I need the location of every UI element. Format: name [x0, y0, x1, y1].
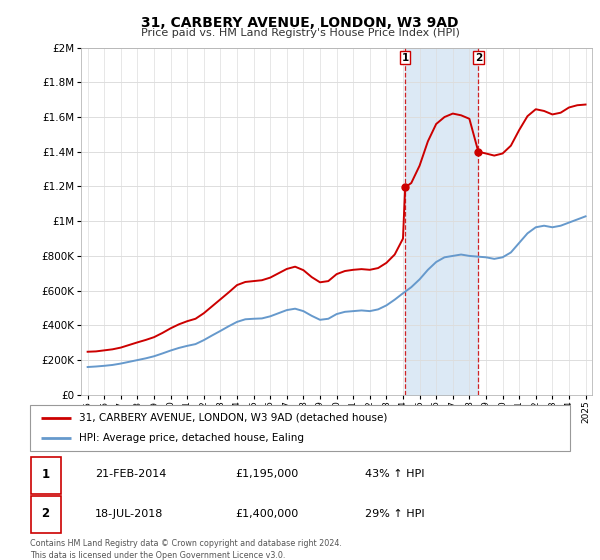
Text: 1: 1 [401, 53, 409, 63]
Bar [31, 496, 61, 533]
Text: 2: 2 [475, 53, 482, 63]
Text: 1: 1 [41, 468, 50, 481]
Text: Price paid vs. HM Land Registry's House Price Index (HPI): Price paid vs. HM Land Registry's House … [140, 28, 460, 38]
Text: 2: 2 [41, 507, 50, 520]
Text: Contains HM Land Registry data © Crown copyright and database right 2024.
This d: Contains HM Land Registry data © Crown c… [30, 539, 342, 559]
Text: £1,195,000: £1,195,000 [235, 469, 298, 479]
Bar [31, 457, 61, 493]
Text: 18-JUL-2018: 18-JUL-2018 [95, 508, 163, 519]
Text: 31, CARBERY AVENUE, LONDON, W3 9AD (detached house): 31, CARBERY AVENUE, LONDON, W3 9AD (deta… [79, 413, 387, 423]
Text: £1,400,000: £1,400,000 [235, 508, 298, 519]
Text: 43% ↑ HPI: 43% ↑ HPI [365, 469, 424, 479]
Text: 21-FEB-2014: 21-FEB-2014 [95, 469, 166, 479]
Text: 29% ↑ HPI: 29% ↑ HPI [365, 508, 424, 519]
Text: HPI: Average price, detached house, Ealing: HPI: Average price, detached house, Eali… [79, 433, 304, 443]
Text: 31, CARBERY AVENUE, LONDON, W3 9AD: 31, CARBERY AVENUE, LONDON, W3 9AD [141, 16, 459, 30]
